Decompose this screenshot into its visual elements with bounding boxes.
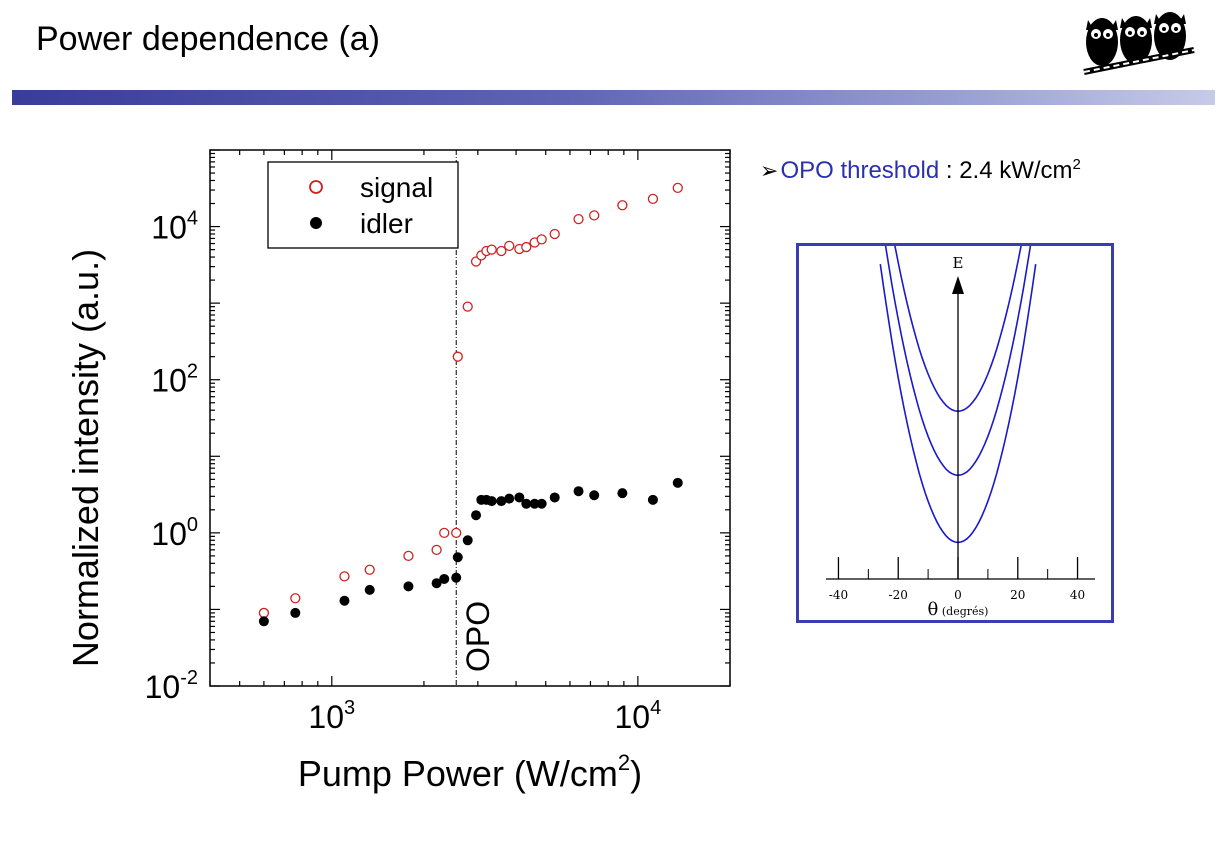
x-tick-label: 104	[615, 697, 662, 735]
threshold-note-sup: 2	[1072, 156, 1081, 173]
inset-x-tick-label: 20	[1010, 588, 1025, 602]
idler-point	[496, 496, 507, 507]
power-dependence-chart: 10-2 100 102 104 103 104 Pump Power (W/cm2) Nor…	[65, 149, 731, 794]
idler-point	[364, 584, 375, 595]
idler-point	[462, 535, 473, 546]
idler-point	[617, 488, 628, 499]
signal-point	[672, 182, 683, 194]
threshold-note-highlight: OPO threshold	[780, 157, 940, 184]
y-tick-label: 10-2	[145, 667, 198, 705]
signal-point	[549, 228, 560, 240]
threshold-note: ➢OPO threshold : 2.4 kW/cm2	[760, 156, 1081, 185]
signal-point	[536, 234, 547, 245]
threshold-note-value: : 2.4 kW/cm	[939, 157, 1073, 184]
inset-x-tick-label: 40	[1070, 588, 1085, 602]
inset-x-tick-label: 0	[954, 588, 962, 602]
arrow-bullet-icon: ➢	[760, 158, 779, 183]
signal-point	[403, 550, 414, 562]
signal-point	[486, 244, 497, 255]
signal-point	[290, 593, 301, 604]
idler-point	[451, 572, 462, 583]
idler-point	[647, 494, 658, 505]
idler-point	[431, 578, 442, 589]
signal-point	[451, 527, 462, 539]
inset-x-tick-label: -40	[829, 588, 848, 602]
series-idler	[258, 477, 683, 627]
owls-logo-icon	[1083, 12, 1195, 75]
idler-point	[573, 486, 584, 497]
series-signal	[258, 182, 683, 619]
signal-point	[439, 527, 450, 539]
signal-point	[258, 607, 270, 619]
inset-x-axis-label: θ (degrés)	[928, 599, 989, 620]
idler-point	[672, 477, 683, 488]
inset-x-tick-label: -20	[889, 588, 908, 602]
idler-point	[471, 510, 482, 521]
signal-point	[431, 544, 442, 555]
idler-point	[290, 607, 301, 618]
legend-label-signal: signal	[360, 172, 433, 203]
opo-threshold-label: OPO	[460, 601, 496, 672]
idler-point	[529, 498, 540, 509]
signal-point	[504, 240, 515, 252]
idler-point	[536, 498, 547, 509]
idler-point	[589, 490, 600, 501]
signal-point	[589, 210, 600, 221]
idler-point	[549, 492, 560, 503]
y-tick-label: 100	[151, 514, 198, 552]
signal-point	[364, 564, 375, 575]
y-axis-label: Normalized intensity (a.u.)	[65, 249, 106, 667]
signal-point	[339, 571, 350, 582]
signal-point	[617, 200, 628, 211]
signal-point	[452, 351, 463, 362]
legend-marker-idler	[310, 217, 322, 229]
signal-point	[462, 301, 473, 312]
idler-point	[514, 492, 525, 503]
page-title: Power dependence (a)	[36, 20, 381, 58]
x-axis-label: Pump Power (W/cm2)	[298, 750, 642, 794]
x-tick-label: 103	[308, 697, 355, 735]
idler-point	[486, 496, 497, 507]
idler-point	[403, 581, 414, 592]
idler-point	[521, 498, 532, 509]
signal-point	[521, 241, 532, 253]
legend-marker-signal	[309, 180, 323, 194]
y-tick-label: 102	[151, 361, 198, 399]
title-underline-bar	[12, 90, 1215, 105]
y-tick-label: 104	[151, 208, 198, 246]
legend-box	[267, 161, 459, 249]
signal-point	[573, 214, 584, 225]
signal-point	[647, 193, 659, 205]
idler-point	[452, 552, 463, 563]
idler-point	[339, 595, 350, 606]
legend-label-idler: idler	[360, 208, 413, 239]
idler-point	[258, 616, 269, 627]
idler-point	[504, 493, 515, 504]
inset-y-axis-arrow-icon	[952, 276, 964, 294]
idler-point	[439, 573, 450, 584]
inset-y-axis-label: E	[953, 254, 964, 272]
dispersion-chart: -40 -20 0 20 40 Eθ (degrés)	[826, 246, 1095, 620]
signal-point	[496, 245, 507, 257]
